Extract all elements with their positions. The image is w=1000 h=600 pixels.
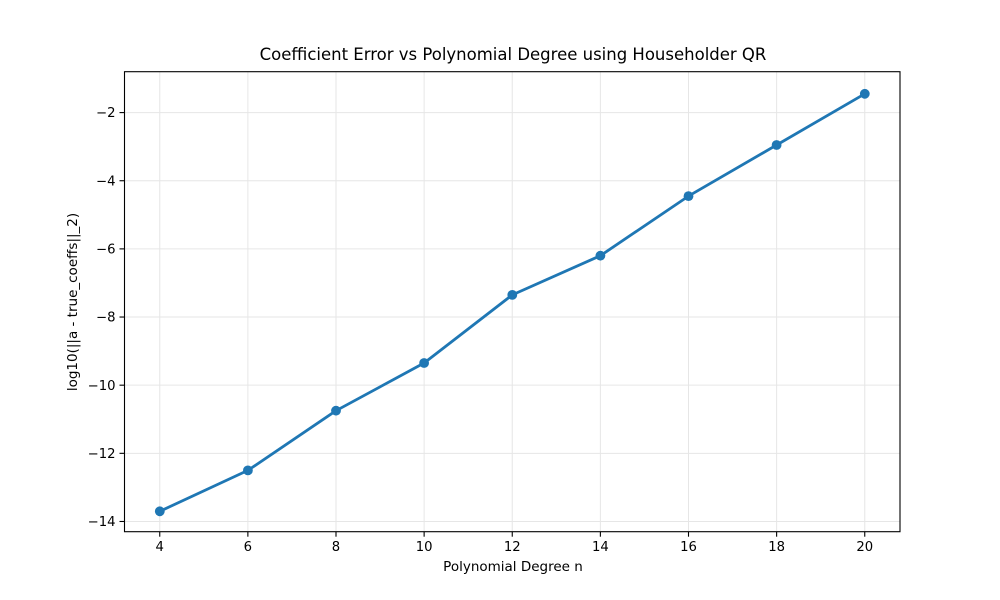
x-tick-label: 14	[592, 540, 609, 555]
y-tick-label: −4	[96, 174, 115, 189]
y-tick-label: −10	[88, 379, 116, 394]
y-tick-label: −6	[96, 242, 115, 257]
y-tick-label: −2	[96, 106, 115, 121]
data-point	[243, 465, 253, 476]
x-tick-label: 8	[332, 540, 340, 555]
data-point	[419, 358, 429, 368]
y-axis-label: log10(||a - true_coeffs||_2)	[65, 212, 81, 392]
x-tick-label: 20	[856, 540, 873, 555]
x-tick-label: 18	[768, 540, 785, 555]
data-point	[771, 140, 782, 150]
data-point	[507, 290, 518, 300]
data-point	[331, 405, 341, 416]
x-axis-label: Polynomial Degree n	[443, 559, 583, 575]
x-tick-label: 4	[156, 540, 164, 555]
data-point	[683, 191, 694, 202]
data-point	[859, 88, 870, 99]
data-point	[154, 506, 165, 517]
y-tick-label: −12	[88, 447, 116, 462]
y-tick-label: −14	[88, 515, 116, 530]
x-tick-label: 12	[504, 540, 521, 555]
x-tick-label: 6	[244, 540, 252, 555]
chart-title: Coefficient Error vs Polynomial Degree u…	[259, 45, 767, 64]
data-point	[595, 250, 606, 261]
x-tick-label: 16	[680, 540, 697, 555]
y-tick-label: −8	[96, 311, 115, 326]
x-tick-label: 10	[416, 540, 433, 555]
